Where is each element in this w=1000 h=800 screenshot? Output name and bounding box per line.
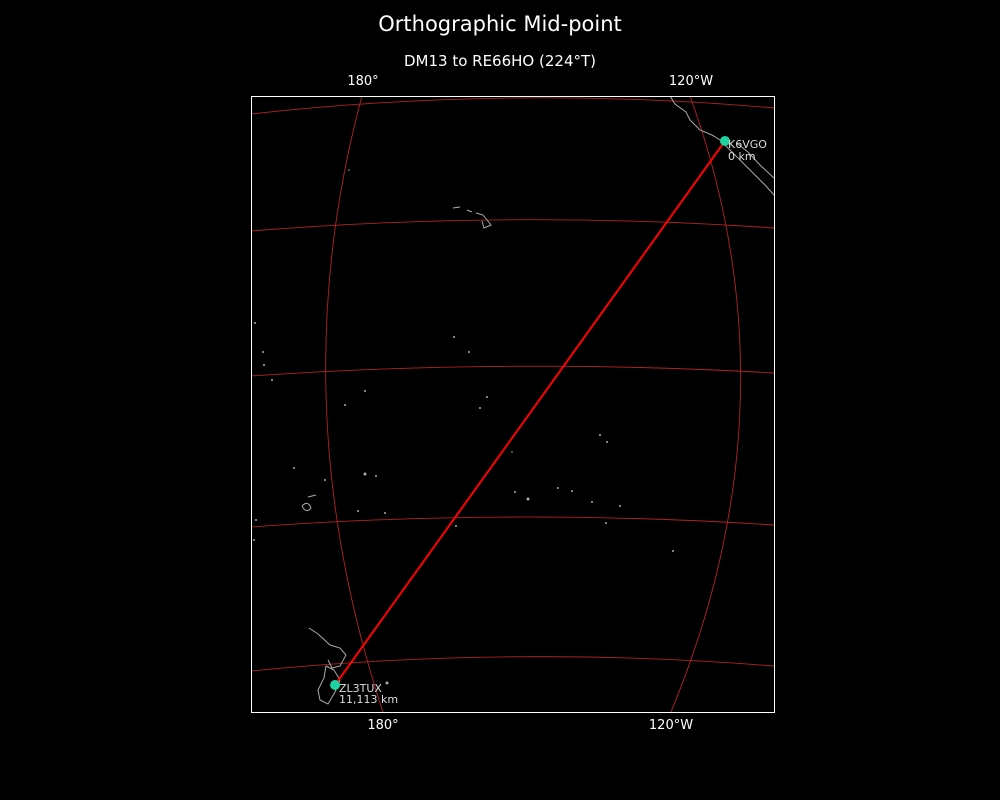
new-zealand-north (308, 627, 347, 669)
fiji-islands (301, 494, 317, 512)
small-islands (253, 169, 674, 685)
station-marker-k6vgo[interactable] (720, 136, 730, 146)
graticule (251, 96, 774, 712)
bottom-tick-180: 180° (367, 718, 399, 733)
parallel-line (251, 219, 774, 232)
station-label-zl3tux: ZL3TUX (339, 682, 382, 695)
map-title: Orthographic Mid-point (378, 12, 622, 36)
map-subtitle: DM13 to RE66HO (224°T) (403, 52, 596, 70)
meridian-line (325, 96, 384, 712)
parallel-line (251, 656, 774, 672)
new-zealand-south (317, 665, 341, 705)
top-tick-180: 180° (347, 74, 379, 89)
station-distance-zl3tux: 11,113 km (339, 693, 398, 706)
parallel-line (251, 516, 774, 528)
parallel-line (251, 365, 774, 377)
coastlines (301, 96, 774, 705)
station-label-k6vgo: K6VGO (728, 138, 767, 151)
station-distance-k6vgo: 0 km (728, 150, 756, 163)
great-circle-path (334, 140, 726, 686)
north-america-coast (669, 96, 774, 196)
parallel-line (251, 97, 774, 115)
map-frame (251, 96, 775, 713)
top-tick-120w: 120°W (668, 74, 714, 89)
bottom-tick-120w: 120°W (648, 718, 694, 733)
meridian-line (670, 96, 742, 712)
hawaii-islands (452, 206, 492, 229)
station-marker-zl3tux[interactable] (330, 680, 340, 690)
